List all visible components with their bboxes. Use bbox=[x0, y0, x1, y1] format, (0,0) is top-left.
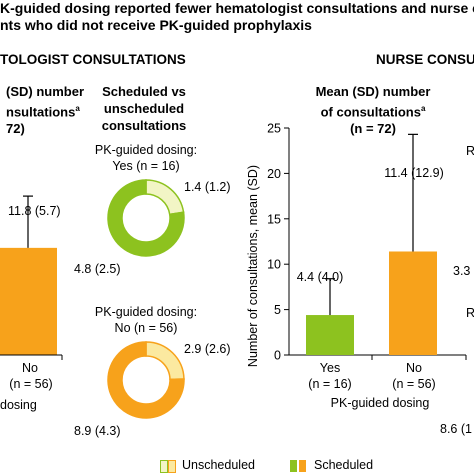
donut-yes-header-line1: PK-guided dosing: bbox=[94, 143, 198, 157]
figure-title-line2: nts who did not receive PK-guided prophy… bbox=[0, 17, 312, 33]
bar2-y-tick-label: 5 bbox=[274, 303, 281, 317]
col1-header-line1: (SD) number bbox=[6, 84, 84, 99]
donut-chart-pk-no bbox=[107, 341, 185, 419]
nurse-section-title: NURSE CONSU bbox=[376, 52, 474, 67]
legend-swatch-scheduled-orange bbox=[299, 460, 306, 472]
donut-yes-slice-scheduled bbox=[107, 179, 185, 257]
donut-yes-unscheduled-label: 1.4 (1.2) bbox=[184, 180, 231, 194]
bar2-y-tick-label: 0 bbox=[274, 349, 281, 363]
bar1-category-no: No bbox=[22, 361, 38, 375]
bar2-y-tick-label: 15 bbox=[267, 212, 281, 226]
bar2-category-no: No bbox=[406, 361, 422, 375]
right-edge-label-2: R bbox=[466, 306, 474, 320]
col3-header-line3: (n = 72) bbox=[350, 121, 396, 137]
donut-chart-pk-yes bbox=[107, 179, 185, 257]
donut-no-header-line2: No (n = 56) bbox=[114, 321, 178, 335]
legend-label-scheduled: Scheduled bbox=[314, 458, 374, 472]
bar2-value-label-yes: 4.4 (4.0) bbox=[296, 270, 344, 284]
legend-swatch-unscheduled-green bbox=[160, 460, 168, 473]
bar2-value-label-no: 11.4 (12.9) bbox=[384, 166, 444, 180]
col1-header: (SD) number nsultationsa 72) bbox=[6, 83, 84, 137]
donut-no-unscheduled-label: 2.9 (2.6) bbox=[184, 342, 231, 356]
bar2-sublabel-no: (n = 56) bbox=[392, 377, 436, 391]
bar2-sublabel-yes: (n = 16) bbox=[308, 377, 352, 391]
bar2-y-tick-label: 25 bbox=[267, 122, 281, 136]
donut-no-header-line1: PK-guided dosing: bbox=[94, 305, 198, 319]
bar2-bar-yes bbox=[306, 315, 354, 355]
bar2-y-tick-label: 20 bbox=[267, 167, 281, 181]
nurse-chart-ylabel: Number of consultations, mean (SD) bbox=[246, 165, 260, 367]
bar2-bar-no bbox=[389, 251, 437, 355]
col2-header-line1: Scheduled vs bbox=[102, 84, 186, 99]
donut-yes-header-line2: Yes (n = 16) bbox=[112, 159, 180, 173]
donut-no-scheduled-label: 8.9 (4.3) bbox=[74, 424, 121, 438]
right-edge-label-1: R bbox=[466, 144, 474, 158]
col2-header-line2: unscheduled bbox=[103, 101, 185, 116]
col2-header-line3: consultations bbox=[101, 118, 187, 133]
bar1-value-label-no: 11.8 (5.7) bbox=[8, 204, 61, 218]
bar2-xlabel: PK-guided dosing bbox=[330, 396, 430, 410]
legend-label-unscheduled: Unscheduled bbox=[182, 458, 255, 472]
legend-swatch-scheduled-green bbox=[290, 460, 297, 472]
col1-header-line2: nsultations bbox=[6, 104, 76, 120]
bar2-category-yes: Yes bbox=[319, 361, 341, 375]
col2-header: Scheduled vs unscheduled consultations bbox=[96, 83, 192, 134]
bar1-bar-no bbox=[0, 247, 57, 355]
right-edge-value-2: 8.6 (1 bbox=[440, 422, 472, 436]
bar1-xlabel: dosing bbox=[0, 398, 37, 412]
col1-header-line3: 72) bbox=[6, 121, 25, 137]
legend-swatch-unscheduled-orange bbox=[168, 460, 176, 473]
hematologist-section-title: TOLOGIST CONSULTATIONS bbox=[0, 52, 186, 67]
col1-header-sup: a bbox=[75, 104, 80, 113]
right-edge-value-1: 3.3 bbox=[453, 264, 471, 278]
col3-header-line1: Mean (SD) number bbox=[315, 84, 431, 99]
donut-yes-scheduled-label: 4.8 (2.5) bbox=[74, 262, 121, 276]
col3-header: Mean (SD) number of consultationsa (n = … bbox=[308, 83, 438, 137]
bar2-y-tick-label: 10 bbox=[267, 258, 281, 272]
bar1-sublabel-no: (n = 56) bbox=[9, 377, 53, 391]
col3-header-sup: a bbox=[420, 104, 426, 113]
figure-title-line1: K-guided dosing reported fewer hematolog… bbox=[0, 0, 474, 16]
donut-no-slice-scheduled bbox=[107, 341, 185, 419]
col3-header-line2: of consultations bbox=[320, 104, 421, 120]
